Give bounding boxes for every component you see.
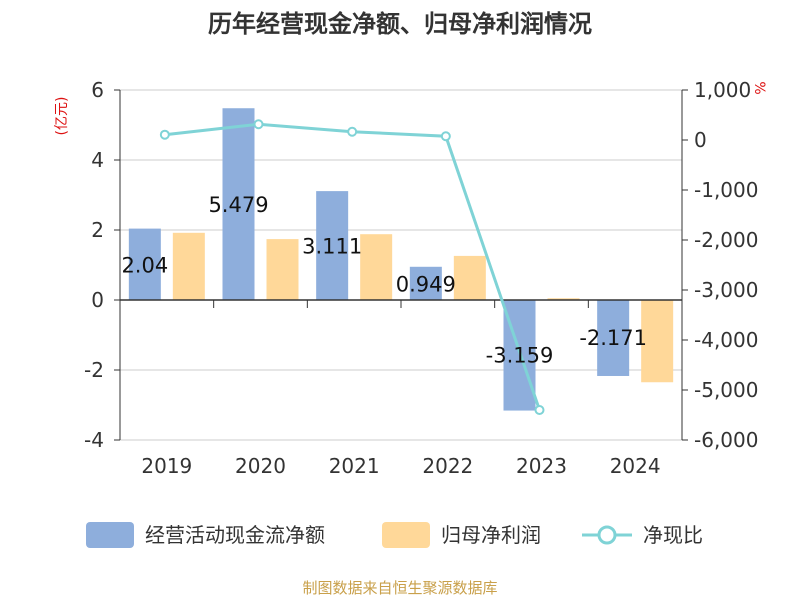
bar-profit (547, 298, 580, 300)
bar-cashflow (409, 266, 442, 300)
ratio-point (347, 126, 358, 137)
legend: 经营活动现金流净额 归母净利润 净现比 (86, 522, 703, 548)
right-axis-tick-label: -1,000 (694, 178, 758, 202)
ratio-point (534, 405, 545, 415)
legend-swatch-profit (382, 522, 430, 548)
axes: -4 -2 0 2 4 6 -6,000 -5,000 -4,000 -3,000 -2,000 -1… (84, 78, 758, 478)
data-labels: 2.04 5.479 3.111 0.949 -3.159 -2.171 (121, 193, 647, 367)
left-axis-tick-label: -2 (84, 358, 104, 382)
bar-profit (172, 232, 205, 300)
bar-profit (453, 255, 486, 300)
bars (128, 108, 674, 411)
source-footer: 制图数据来自恒生聚源数据库 (302, 579, 497, 597)
right-axis-unit: % (751, 81, 767, 94)
bar-cashflow (128, 228, 161, 300)
ratio-point (253, 119, 264, 130)
bar-cashflow (597, 300, 630, 376)
legend-item-profit[interactable]: 归母净利润 (382, 522, 541, 548)
left-axis-tick-label: 0 (91, 288, 104, 312)
right-axis-tick-label: -2,000 (694, 228, 758, 252)
bar-profit (641, 300, 674, 383)
bar-cashflow (316, 191, 349, 300)
cashflow-data-label: -2.171 (579, 326, 647, 350)
bar-profit (266, 239, 299, 300)
left-axis-tick-label: 4 (91, 148, 104, 172)
left-axis-tick-label: 6 (91, 78, 104, 102)
x-axis-tick-label: 2022 (422, 454, 473, 478)
bar-profit (360, 234, 393, 300)
right-axis-tick-label: -6,000 (694, 428, 758, 452)
right-axis-tick-label: -3,000 (694, 278, 758, 302)
legend-label-ratio: 净现比 (643, 523, 703, 547)
chart-title: 历年经营现金净额、归母净利润情况 (208, 10, 592, 38)
x-axis-tick-label: 2020 (235, 454, 286, 478)
gridlines (120, 89, 682, 441)
legend-swatch-cashflow (86, 522, 134, 548)
x-axis-tick-label: 2024 (610, 454, 661, 478)
left-axis-unit: (亿元) (54, 97, 70, 136)
bar-cashflow (222, 108, 255, 300)
ratio-point (159, 129, 170, 140)
left-axis-tick-label: -4 (84, 428, 104, 452)
right-axis-tick-label: 0 (694, 128, 707, 152)
right-axis-tick-label: -4,000 (694, 328, 758, 352)
x-axis-tick-label: 2021 (329, 454, 380, 478)
right-axis-tick-label: 1,000 (694, 78, 751, 102)
legend-label-profit: 归母净利润 (441, 523, 541, 547)
legend-swatch-ratio-dot (597, 525, 617, 545)
cashflow-data-label: 2.04 (121, 253, 168, 277)
x-axis-tick-label: 2019 (141, 454, 192, 478)
x-axis-tick-label: 2023 (516, 454, 567, 478)
ratio-line (159, 119, 545, 415)
cashflow-data-label: 3.111 (302, 235, 362, 259)
legend-label-cashflow: 经营活动现金流净额 (145, 523, 325, 547)
legend-item-cashflow[interactable]: 经营活动现金流净额 (86, 522, 325, 548)
ratio-point (440, 131, 451, 142)
right-axis-tick-label: -5,000 (694, 378, 758, 402)
cashflow-data-label: -3.159 (486, 343, 554, 367)
legend-item-ratio[interactable]: 净现比 (582, 523, 703, 547)
left-axis-tick-label: 2 (91, 218, 104, 242)
cashflow-data-label: 5.479 (208, 193, 268, 217)
cashflow-data-label: 0.949 (396, 272, 456, 296)
